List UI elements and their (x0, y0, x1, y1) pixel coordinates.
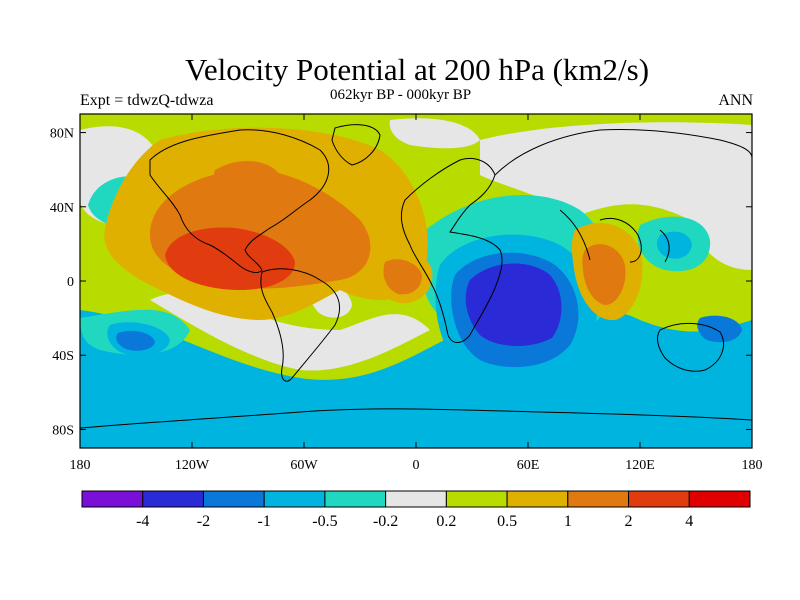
colorbar-swatch (445, 490, 508, 508)
strong-negative-south-pacific (116, 330, 155, 351)
lon-tick-label: 180 (70, 458, 91, 473)
lon-tick-label: 120W (175, 458, 210, 473)
colorbar-label: -2 (197, 513, 210, 530)
colorbar-swatch (385, 490, 447, 508)
lat-tick-label: 80N (50, 127, 74, 142)
southern-strong-band (80, 412, 752, 448)
colorbar-swatch (81, 490, 144, 508)
north-america-coast (149, 129, 330, 274)
colorbar: -4 -2 -1 -0.5 -0.2 0.2 0.5 1 2 4 (81, 490, 751, 530)
antarctica-coast (80, 408, 752, 429)
latitude-axis: 80N 40N 0 40S 80S (50, 127, 752, 438)
plot-title: Velocity Potential at 200 hPa (km2/s) (184, 52, 650, 87)
colorbar-swatch (628, 490, 690, 508)
colorbar-swatch (202, 490, 265, 508)
longitude-axis: 180 120W 60W 0 60E 120E 180 (70, 114, 763, 473)
negative-west-pacific (656, 231, 692, 259)
asia-coast (494, 128, 752, 263)
lon-tick-label: 120E (625, 458, 655, 473)
colorbar-label: -0.5 (312, 513, 337, 530)
very-strong-negative-indian-ocean (465, 263, 562, 346)
lat-tick-label: 80S (52, 423, 74, 438)
colorbar-label: -4 (136, 513, 149, 530)
negative-southeast-indian (697, 315, 742, 343)
colorbar-label: -0.2 (373, 513, 398, 530)
lon-tick-label: 180 (742, 458, 763, 473)
colorbar-swatch (506, 490, 569, 508)
period-label: 062kyr BP - 000kyr BP (330, 87, 472, 103)
colorbar-swatch (142, 490, 204, 508)
colorbar-swatch (263, 490, 326, 508)
australia-coast (657, 322, 724, 372)
lat-tick-label: 0 (67, 275, 74, 290)
contour-field (80, 114, 752, 448)
positive-1-north-atlantic (213, 160, 281, 199)
colorbar-label: 4 (685, 513, 693, 530)
near-zero-arctic (389, 118, 480, 149)
experiment-label: Expt = tdwzQ-tdwza (80, 92, 214, 109)
colorbar-label: 1 (564, 513, 572, 530)
positive-1-maritime-continent (582, 244, 626, 305)
greenland-coast (331, 124, 381, 166)
positive-1-east-atlantic (383, 259, 422, 295)
lon-tick-label: 60W (290, 458, 318, 473)
colorbar-swatch (688, 490, 751, 508)
near-zero-eurasia (480, 122, 752, 270)
colorbar-swatch (567, 490, 630, 508)
colorbar-swatch (324, 490, 387, 508)
coastlines (80, 124, 752, 429)
lat-tick-label: 40S (52, 349, 74, 364)
colorbar-label: -1 (258, 513, 271, 530)
lon-tick-label: 60E (517, 458, 540, 473)
colorbar-label: 0.2 (436, 513, 456, 530)
colorbar-label: 2 (625, 513, 633, 530)
south-america-coast (260, 268, 340, 382)
lat-tick-label: 40N (50, 201, 74, 216)
lon-tick-label: 0 (413, 458, 420, 473)
colorbar-label: 0.5 (497, 513, 517, 530)
season-label: ANN (718, 92, 753, 109)
europe-africa-coast (400, 157, 503, 343)
